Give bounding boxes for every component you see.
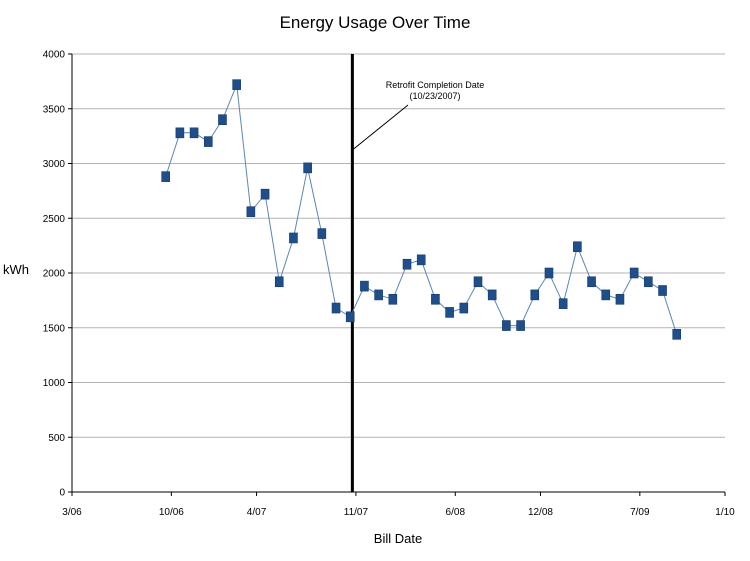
data-point — [374, 289, 383, 301]
x-tick-label: 7/09 — [630, 507, 650, 518]
y-tick-label: 500 — [48, 433, 65, 444]
annotation-line-2: (10/23/2007) — [409, 91, 460, 101]
data-point — [544, 267, 554, 279]
data-point — [360, 280, 369, 292]
y-tick-label: 1000 — [43, 378, 66, 389]
x-tick-label: 10/06 — [159, 507, 184, 518]
data-point — [473, 276, 483, 288]
x-tick-label: 4/07 — [247, 507, 267, 518]
gridlines — [72, 53, 725, 438]
data-point — [530, 289, 540, 301]
data-point — [644, 276, 653, 288]
x-tick-label: 12/08 — [528, 507, 553, 518]
x-tick-label: 11/07 — [344, 507, 369, 518]
data-point — [232, 79, 241, 90]
data-point — [388, 293, 398, 305]
data-point — [487, 289, 497, 301]
data-point — [175, 127, 185, 139]
series-usage — [161, 79, 682, 340]
annotation-leader — [352, 104, 409, 151]
y-tick-label: 3500 — [43, 104, 66, 115]
data-point — [672, 329, 682, 340]
y-tick-label: 2000 — [43, 269, 66, 280]
data-point — [601, 289, 611, 301]
y-tick-labels: 0 500 1000 1500 2000 2500 3000 3500 4000 — [43, 50, 66, 499]
data-point — [502, 320, 511, 331]
y-tick-label: 3000 — [43, 159, 66, 170]
data-point — [629, 267, 639, 279]
data-point — [317, 228, 327, 239]
data-point — [345, 311, 355, 323]
data-point — [331, 302, 341, 314]
data-point — [203, 136, 213, 147]
data-point — [161, 171, 170, 182]
x-tick-labels: 3/06 10/06 4/07 11/07 6/08 12/08 7/09 1/10 — [62, 507, 735, 518]
data-point — [402, 258, 412, 270]
axes — [68, 53, 726, 496]
x-tick-label: 3/06 — [62, 507, 82, 518]
data-point — [416, 254, 426, 266]
y-tick-label: 2500 — [43, 214, 66, 225]
data-point — [658, 285, 667, 296]
data-point — [260, 188, 270, 200]
data-point — [573, 241, 582, 253]
data-point — [615, 293, 625, 305]
data-point — [246, 206, 256, 217]
data-point — [587, 276, 596, 288]
x-tick-label: 6/08 — [446, 507, 466, 518]
data-point — [445, 307, 454, 318]
annotation-line-1: Retrofit Completion Date — [386, 80, 485, 90]
data-point — [459, 302, 469, 314]
data-point — [303, 162, 312, 174]
series-line — [165, 84, 678, 335]
x-axis-label: Bill Date — [374, 531, 422, 546]
y-tick-label: 4000 — [43, 50, 66, 61]
data-point — [218, 114, 227, 125]
data-point — [431, 293, 440, 305]
chart-title: Energy Usage Over Time — [280, 13, 471, 32]
data-point — [558, 298, 568, 309]
y-tick-label: 0 — [59, 488, 65, 499]
x-tick-label: 1/10 — [715, 507, 735, 518]
data-point — [289, 232, 298, 244]
data-point — [516, 320, 525, 331]
retrofit-annotation: Retrofit Completion Date (10/23/2007) — [352, 80, 485, 151]
y-axis-label: kWh — [3, 262, 29, 277]
data-point — [189, 127, 199, 139]
y-tick-label: 1500 — [43, 323, 66, 334]
data-point — [274, 276, 284, 288]
